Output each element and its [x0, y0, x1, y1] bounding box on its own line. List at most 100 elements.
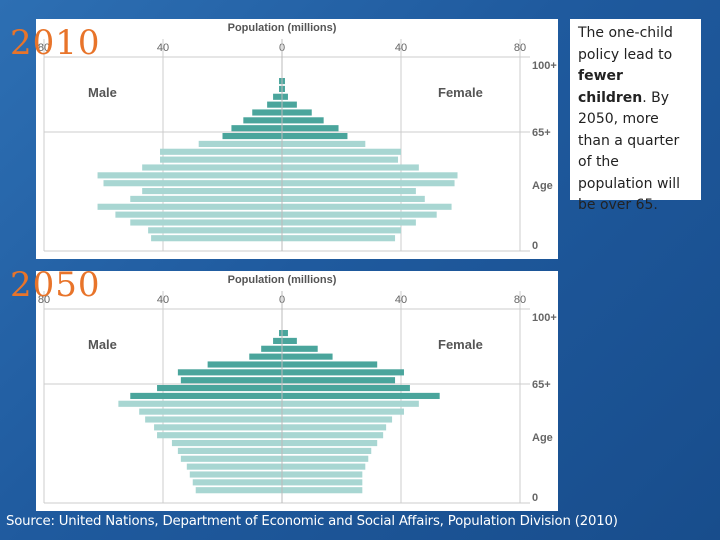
x-tick-label: 80: [38, 42, 50, 54]
female-bar: [282, 164, 419, 171]
male-bar: [118, 400, 282, 407]
female-bar: [282, 203, 452, 210]
male-bar: [189, 471, 282, 478]
female-bar: [282, 85, 285, 92]
male-bar: [157, 432, 282, 439]
female-bar: [282, 463, 366, 470]
female-bar: [282, 440, 378, 447]
male-bar: [186, 463, 282, 470]
male-bar: [97, 203, 282, 210]
x-tick-label: 40: [157, 294, 169, 306]
female-bar: [282, 337, 297, 344]
female-bar: [282, 377, 396, 384]
male-bar: [207, 361, 282, 368]
male-bar: [142, 188, 282, 195]
male-bar: [222, 133, 282, 140]
male-bar: [195, 487, 282, 494]
male-bar: [130, 195, 282, 202]
female-bar: [282, 369, 404, 376]
female-bar: [282, 235, 396, 242]
female-bar: [282, 133, 348, 140]
x-tick-label: 40: [395, 294, 407, 306]
x-tick-label: 80: [38, 294, 50, 306]
female-bar: [282, 180, 455, 187]
male-bar: [267, 101, 282, 108]
male-bar: [115, 211, 283, 218]
male-bar: [249, 353, 282, 360]
male-bar: [180, 455, 282, 462]
male-bar: [243, 117, 282, 124]
female-label: Female: [438, 337, 483, 352]
female-bar: [282, 487, 363, 494]
female-bar: [282, 78, 285, 85]
male-bar: [160, 148, 282, 155]
callout-text-start: The one-child policy lead to: [578, 25, 673, 63]
female-bar: [282, 109, 312, 116]
female-bar: [282, 330, 288, 337]
x-tick-label: 80: [514, 42, 526, 54]
male-bar: [252, 109, 282, 116]
x-tick-label: 40: [395, 42, 407, 54]
x-tick-label: 80: [514, 294, 526, 306]
male-bar: [171, 440, 282, 447]
male-bar: [160, 156, 282, 163]
male-bar: [148, 227, 282, 234]
male-bar: [177, 447, 282, 454]
year-label-2050: 2050: [10, 265, 101, 305]
female-bar: [282, 392, 440, 399]
pyramid-panel-2050: 80 40 0 40 80 Population (millions) Male Female…: [36, 271, 558, 511]
pyramid-chart-2050: 80 40 0 40 80 Population (millions) Male Female…: [38, 274, 557, 504]
age-tick-label: 65+: [532, 127, 551, 139]
female-bar: [282, 195, 425, 202]
male-bar: [151, 235, 282, 242]
female-bar: [282, 148, 401, 155]
year-label-2010: 2010: [10, 23, 101, 63]
x-tick-label: 40: [157, 42, 169, 54]
age-tick-label: 0: [532, 492, 538, 504]
female-bar: [282, 188, 416, 195]
callout-box: The one-child policy lead to fewer child…: [570, 19, 701, 213]
age-tick-label: 0: [532, 240, 538, 252]
female-bar: [282, 156, 399, 163]
female-bar: [282, 385, 410, 392]
female-bar: [282, 93, 288, 100]
male-bar: [279, 78, 282, 85]
female-bar: [282, 227, 401, 234]
male-label: Male: [88, 337, 117, 352]
female-bar: [282, 345, 318, 352]
female-bar: [282, 125, 339, 132]
source-citation: Source: United Nations, Department of Ec…: [6, 514, 618, 529]
female-bar: [282, 424, 387, 431]
callout-text-end: . By 2050, more than a quarter of the po…: [578, 89, 681, 214]
male-bar: [231, 125, 282, 132]
chart-title: Population (millions): [228, 274, 337, 286]
age-tick-label: Age: [532, 432, 553, 444]
female-bar: [282, 117, 324, 124]
male-bar: [145, 416, 282, 423]
callout-text-bold: fewer children: [578, 68, 643, 106]
male-bar: [103, 180, 282, 187]
male-bar: [180, 377, 282, 384]
male-bar: [198, 140, 282, 147]
male-bar: [157, 385, 282, 392]
female-bar: [282, 353, 333, 360]
female-bar: [282, 432, 384, 439]
male-bar: [154, 424, 282, 431]
female-bar: [282, 172, 458, 179]
female-bar: [282, 471, 363, 478]
female-bar: [282, 211, 437, 218]
age-tick-label: 100+: [532, 60, 557, 72]
female-bar: [282, 455, 369, 462]
female-bar: [282, 408, 404, 415]
female-bar: [282, 361, 378, 368]
male-bar: [97, 172, 282, 179]
chart-title: Population (millions): [228, 22, 337, 34]
female-bar: [282, 140, 366, 147]
male-bar: [279, 85, 282, 92]
male-bar: [177, 369, 282, 376]
female-bar: [282, 416, 393, 423]
pyramid-panel-2010: 80 40 0 40 80 Population (millions) Male Female…: [36, 19, 558, 259]
male-bar: [142, 164, 282, 171]
age-tick-label: Age: [532, 180, 553, 192]
